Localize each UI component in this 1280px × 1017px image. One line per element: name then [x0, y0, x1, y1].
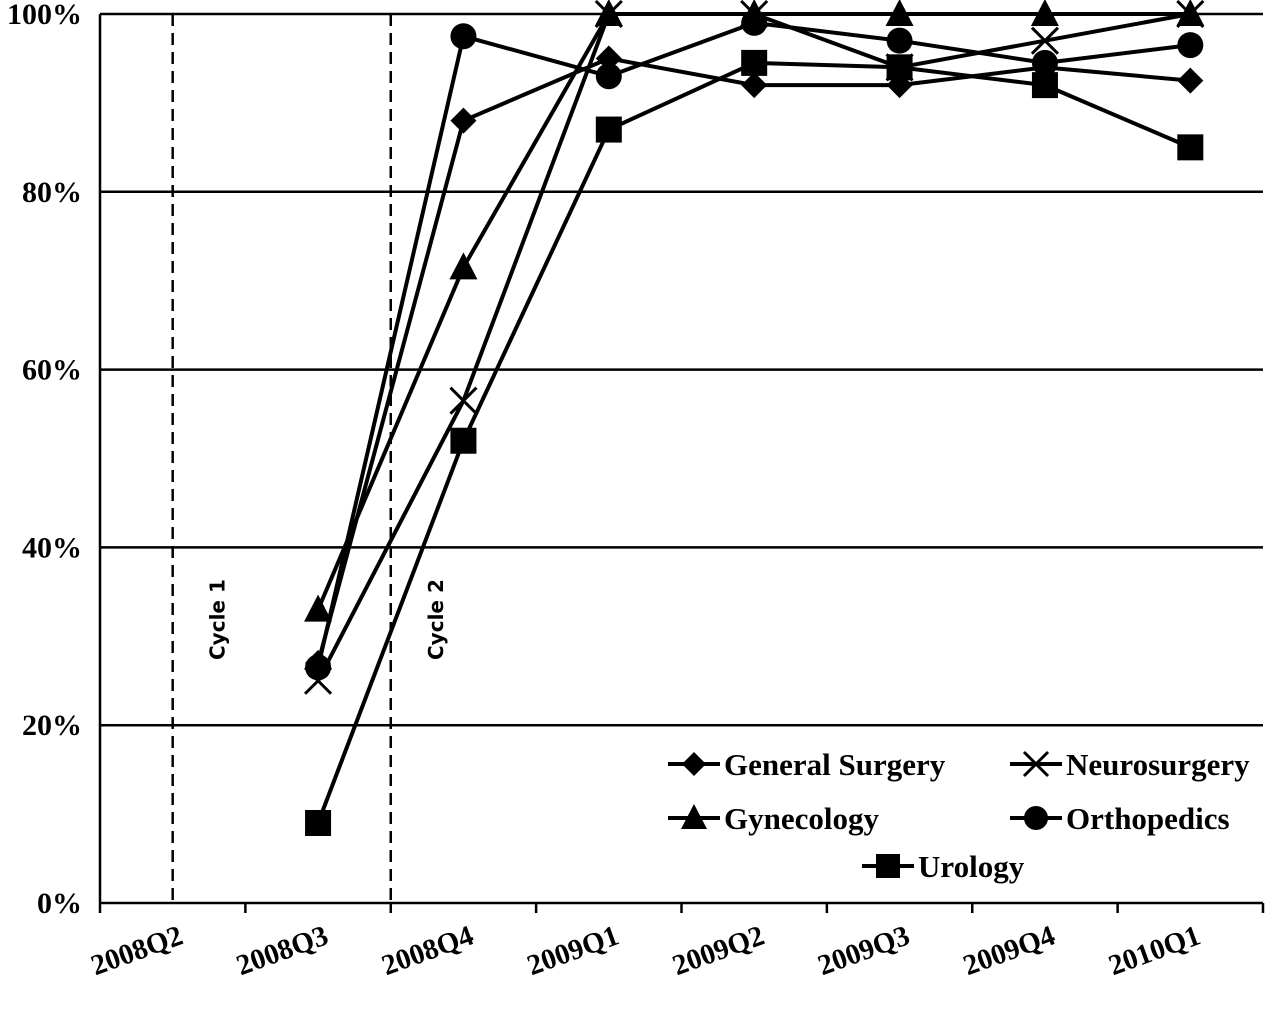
data-point-neurosurgery — [1030, 26, 1059, 55]
legend-label: General Surgery — [724, 747, 946, 782]
legend-marker — [682, 752, 706, 776]
data-point-urology — [1031, 72, 1058, 99]
data-point-neurosurgery — [449, 386, 478, 415]
legend-item-orthopedics: Orthopedics — [1010, 801, 1230, 836]
data-point-orthopedics — [1177, 32, 1204, 59]
data-point-orthopedics — [450, 23, 477, 50]
data-point-urology — [741, 49, 768, 76]
marker-stroke — [1022, 750, 1050, 778]
x-tick-label: 2009Q2 — [668, 920, 768, 983]
data-point-general-surgery — [450, 107, 477, 134]
marker-stroke — [449, 386, 478, 415]
marker-stroke — [1030, 26, 1059, 55]
legend-label: Neurosurgery — [1066, 747, 1250, 782]
data-point-gynecology — [1030, 0, 1059, 26]
data-point-urology — [1177, 134, 1204, 161]
legend-label: Orthopedics — [1066, 801, 1230, 836]
data-point-urology — [595, 116, 622, 143]
x-tick-label: 2009Q4 — [959, 920, 1059, 983]
data-point-orthopedics — [1031, 49, 1058, 76]
data-point-gynecology — [885, 0, 914, 26]
y-tick-label: 80% — [22, 176, 82, 209]
legend-item-gynecology: Gynecology — [668, 801, 879, 836]
legend-marker — [876, 854, 900, 878]
legend: General Surgery Neurosurgery Gynecology Ort… — [668, 747, 1250, 884]
legend-item-general-surgery: General Surgery — [668, 747, 946, 782]
cycle-label: Cycle 2 — [424, 579, 448, 660]
data-series — [304, 0, 1205, 836]
y-tick-label: 100% — [7, 0, 82, 31]
legend-marker — [681, 804, 707, 829]
legend-label: Urology — [918, 849, 1025, 884]
x-tick-label: 2008Q4 — [378, 920, 478, 983]
legend-marker — [1022, 750, 1050, 778]
y-tick-label: 40% — [22, 531, 82, 564]
data-point-gynecology — [594, 0, 623, 26]
x-tick-label: 2009Q1 — [523, 920, 623, 983]
legend-item-neurosurgery: Neurosurgery — [1010, 747, 1250, 782]
data-point-gynecology — [1176, 0, 1205, 26]
data-point-urology — [305, 809, 332, 836]
cycle-label: Cycle 1 — [206, 579, 230, 660]
data-point-orthopedics — [886, 27, 913, 54]
data-point-general-surgery — [1177, 67, 1204, 94]
y-tick-label: 0% — [37, 887, 82, 920]
x-tick-label: 2008Q2 — [87, 920, 187, 983]
legend-marker — [1024, 806, 1048, 830]
data-point-gynecology — [304, 594, 333, 622]
data-point-orthopedics — [305, 654, 332, 681]
x-tick-label: 2009Q3 — [814, 920, 914, 983]
legend-label: Gynecology — [724, 801, 879, 836]
x-tick-label: 2010Q1 — [1104, 920, 1204, 983]
data-point-urology — [886, 54, 913, 81]
data-point-general-surgery — [595, 45, 622, 72]
x-tick-label: 2008Q3 — [232, 920, 332, 983]
data-point-general-surgery — [741, 72, 768, 99]
data-point-orthopedics — [741, 9, 768, 36]
legend-item-urology: Urology — [862, 849, 1025, 884]
series-line-neurosurgery — [316, 12, 1191, 682]
cycle-annotations: Cycle 1 Cycle 2 — [171, 14, 448, 903]
grid-lines — [100, 12, 1263, 727]
data-point-gynecology — [449, 252, 478, 280]
data-point-urology — [450, 427, 477, 454]
y-tick-label: 20% — [22, 709, 82, 742]
y-tick-label: 60% — [22, 354, 82, 387]
series-line-orthopedics — [316, 20, 1191, 668]
data-point-orthopedics — [595, 63, 622, 90]
series-line-general-surgery — [316, 56, 1191, 664]
